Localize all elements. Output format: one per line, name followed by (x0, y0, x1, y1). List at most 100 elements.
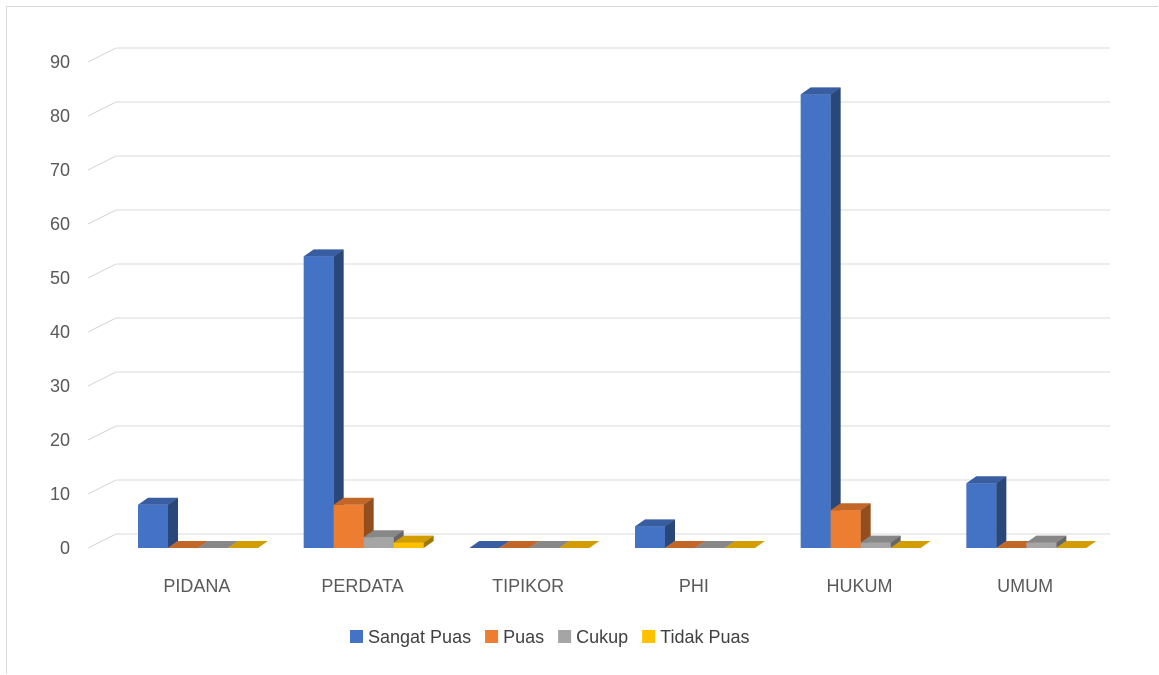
legend-label: Tidak Puas (660, 627, 749, 647)
bar-front (393, 542, 424, 548)
bar-top (363, 530, 404, 538)
bar-front (830, 510, 861, 548)
y-tick-label: 70 (50, 160, 70, 180)
bar (1026, 535, 1067, 548)
x-tick-label: PHI (679, 576, 709, 596)
bar (1056, 541, 1097, 548)
bar-side (996, 476, 1007, 548)
bar-top (333, 497, 374, 505)
bar-front (303, 256, 334, 548)
bar-side (1056, 535, 1067, 548)
legend-swatch (350, 630, 363, 643)
gridlines (87, 47, 1110, 549)
bar-side (168, 497, 178, 548)
bar-top (138, 497, 178, 505)
bar (830, 503, 871, 548)
bar-top (393, 535, 434, 543)
legend-swatch (485, 630, 499, 643)
x-tick-label: PERDATA (321, 576, 403, 596)
x-tick-label: UMUM (997, 576, 1053, 596)
bar-side (860, 503, 871, 548)
legend-label: Puas (503, 627, 544, 647)
gridline-side (87, 425, 117, 441)
bar-side (423, 535, 434, 548)
bar (469, 541, 510, 548)
bar (966, 476, 1007, 548)
legend-label: Cukup (576, 627, 628, 647)
bar-front (635, 526, 665, 548)
bar-top (830, 503, 871, 511)
bar-top (559, 541, 600, 548)
bar-top (198, 541, 238, 548)
gridline-side (87, 371, 117, 387)
legend-label: Sangat Puas (368, 627, 471, 647)
bar-top (303, 249, 344, 257)
bar-top (695, 541, 735, 548)
bar (890, 541, 931, 548)
bar (529, 541, 570, 548)
bar-top (469, 541, 510, 548)
bar (800, 87, 841, 549)
x-axis: PIDANA PERDATA TIPIKOR PHI HUKUM UMUM (163, 576, 1053, 596)
bar (559, 541, 600, 548)
chart-frame (6, 6, 1158, 674)
legend-entry: Puas (485, 627, 544, 647)
bar-top (529, 541, 570, 548)
bar (635, 519, 675, 548)
bar-front (966, 483, 997, 548)
bar-top (800, 87, 841, 95)
y-tick-label: 40 (50, 322, 70, 342)
bar (198, 541, 238, 548)
bar-top (860, 535, 901, 543)
bar-side (665, 519, 675, 548)
bar-top (725, 541, 765, 548)
gridline-side (87, 533, 117, 549)
bar-front (1026, 542, 1057, 548)
x-tick-label: TIPIKOR (492, 576, 564, 596)
bar-side (333, 249, 344, 548)
legend: Sangat Puas Puas Cukup Tidak Puas (350, 627, 750, 647)
bar-top (966, 476, 1007, 484)
legend-entry: Sangat Puas (350, 627, 471, 647)
bar-front (860, 542, 891, 548)
bars (138, 87, 1097, 549)
bar (138, 497, 178, 548)
bar-top (499, 541, 540, 548)
bar-top (168, 541, 208, 548)
bar (499, 541, 540, 548)
bar (725, 541, 765, 548)
bar-front (363, 537, 394, 548)
x-tick-label: HUKUM (827, 576, 893, 596)
bar-front (800, 94, 831, 549)
y-tick-label: 10 (50, 484, 70, 504)
bar (228, 541, 268, 548)
y-tick-label: 80 (50, 106, 70, 126)
bar (303, 249, 344, 548)
bar-side (890, 535, 901, 548)
y-tick-label: 50 (50, 268, 70, 288)
bar-top (228, 541, 268, 548)
legend-entry: Tidak Puas (642, 627, 750, 647)
legend-swatch (642, 630, 656, 643)
bar (168, 541, 208, 548)
bar-top (1026, 535, 1067, 543)
gridline-side (87, 101, 117, 117)
bar-top (635, 519, 675, 527)
gridline-side (87, 209, 117, 225)
gridline-side (87, 155, 117, 171)
gridline-side (87, 263, 117, 279)
y-tick-label: 60 (50, 214, 70, 234)
bar (393, 535, 434, 548)
legend-swatch (558, 630, 572, 643)
bar (333, 497, 374, 548)
legend-entry: Cukup (558, 627, 628, 647)
y-tick-label: 0 (60, 538, 70, 558)
bar-side (830, 87, 841, 549)
y-axis: 0 10 20 30 40 50 60 70 80 90 (50, 52, 70, 558)
bar-front (333, 504, 364, 548)
bar-top (890, 541, 931, 548)
gridline-side (87, 317, 117, 333)
gridline-side (87, 47, 117, 63)
bar-top (1056, 541, 1097, 548)
